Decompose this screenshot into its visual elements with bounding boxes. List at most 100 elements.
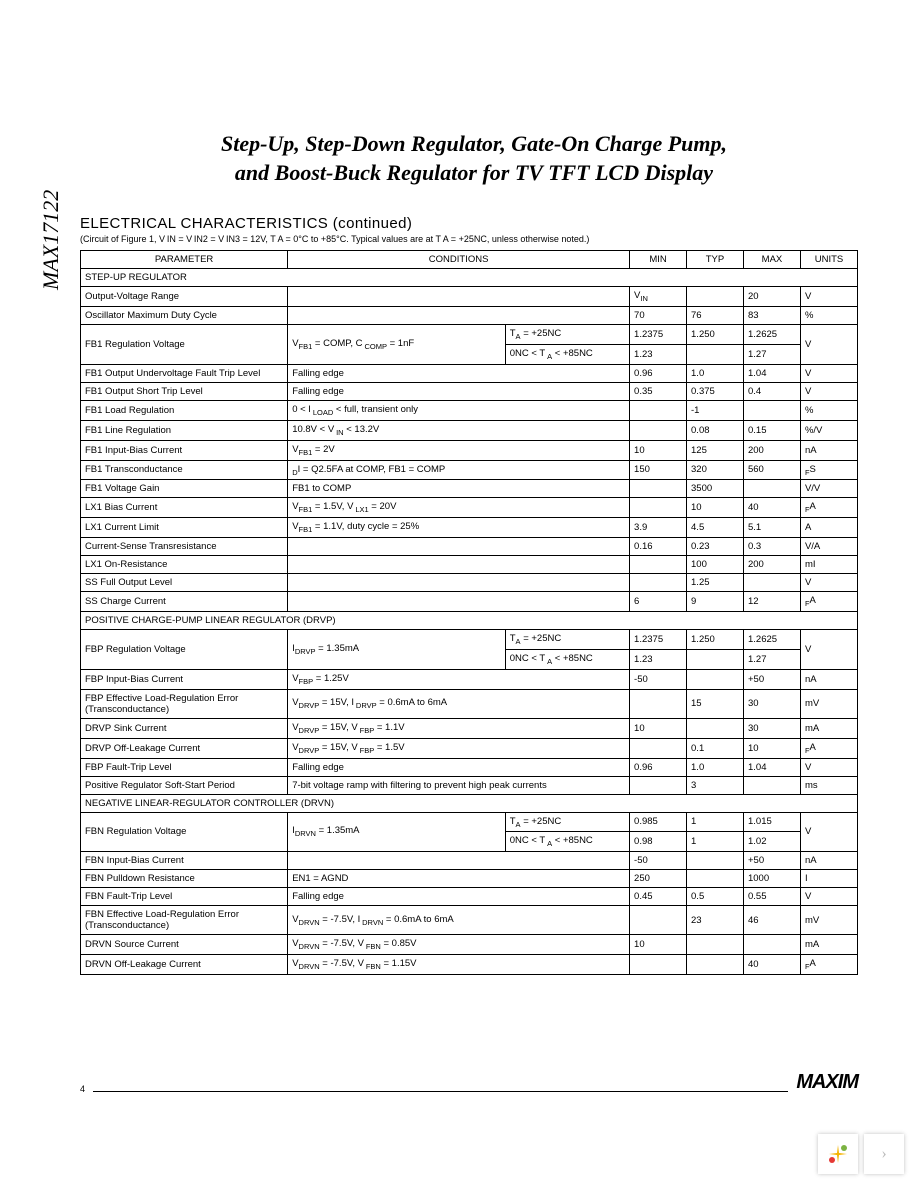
- cell-parameter: FB1 Line Regulation: [81, 420, 288, 440]
- title-line-2: and Boost-Buck Regulator for TV TFT LCD …: [235, 160, 713, 185]
- table-row: SS Full Output Level 1.25 V: [81, 574, 858, 592]
- cell-unit: nA: [800, 852, 857, 870]
- cell-min: 0.96: [630, 758, 687, 776]
- cell-max: [743, 400, 800, 420]
- cell-unit: V: [800, 888, 857, 906]
- cell-subcondition: TA = +25NC: [505, 630, 629, 650]
- section-title: ELECTRICAL CHARACTERISTICS (continued): [80, 215, 858, 232]
- cell-parameter: Output-Voltage Range: [81, 287, 288, 307]
- cell-min: -50: [630, 852, 687, 870]
- th-max: MAX: [743, 251, 800, 269]
- cell-condition: VDRVN = -7.5V, V FBN = 1.15V: [288, 955, 630, 975]
- cell-condition: VDRVN = -7.5V, V FBN = 0.85V: [288, 935, 630, 955]
- cell-typ: 0.375: [687, 382, 744, 400]
- table-row: FB1 Regulation VoltageVFB1 = COMP, C COM…: [81, 325, 858, 345]
- cell-parameter: LX1 Bias Current: [81, 498, 288, 518]
- cell-min: 0.985: [630, 812, 687, 832]
- cell-parameter: FB1 Regulation Voltage: [81, 325, 288, 365]
- section-note: (Circuit of Figure 1, V IN = V IN2 = V I…: [80, 234, 858, 244]
- table-row: FB1 Output Short Trip LevelFalling edge0…: [81, 382, 858, 400]
- next-arrow-button[interactable]: ›: [864, 1134, 904, 1174]
- table-row: FB1 Load Regulation0 < I LOAD < full, tr…: [81, 400, 858, 420]
- cell-unit: V: [800, 364, 857, 382]
- th-min: MIN: [630, 251, 687, 269]
- page-number: 4: [80, 1084, 85, 1094]
- cell-max: 1.04: [743, 364, 800, 382]
- cell-max: 1.2625: [743, 325, 800, 345]
- cell-unit: FA: [800, 738, 857, 758]
- cell-typ: 1.0: [687, 364, 744, 382]
- page-title: Step-Up, Step-Down Regulator, Gate-On Ch…: [90, 130, 858, 187]
- table-row: FB1 TransconductanceDI = Q2.5FA at COMP,…: [81, 460, 858, 480]
- table-row: FBN Fault-Trip LevelFalling edge0.450.50…: [81, 888, 858, 906]
- section-header-row: NEGATIVE LINEAR-REGULATOR CONTROLLER (DR…: [81, 794, 858, 812]
- cell-condition: VFB1 = 1.1V, duty cycle = 25%: [288, 518, 630, 538]
- cell-subcondition: 0NC < T A < +85NC: [505, 649, 629, 669]
- cell-unit: V: [800, 382, 857, 400]
- cell-unit: V/A: [800, 538, 857, 556]
- cell-typ: 1.25: [687, 574, 744, 592]
- cell-parameter: SS Charge Current: [81, 592, 288, 612]
- table-row: DRVP Sink CurrentVDRVP = 15V, V FBP = 1.…: [81, 718, 858, 738]
- cell-parameter: FB1 Output Undervoltage Fault Trip Level: [81, 364, 288, 382]
- cell-typ: [687, 852, 744, 870]
- cell-min: 0.98: [630, 832, 687, 852]
- cell-min: [630, 689, 687, 718]
- table-row: LX1 On-Resistance100200mI: [81, 556, 858, 574]
- cell-parameter: FB1 Voltage Gain: [81, 480, 288, 498]
- table-row: DRVN Off-Leakage CurrentVDRVN = -7.5V, V…: [81, 955, 858, 975]
- cell-typ: 0.08: [687, 420, 744, 440]
- section-header-row: POSITIVE CHARGE-PUMP LINEAR REGULATOR (D…: [81, 612, 858, 630]
- maxim-logo: MAXIM: [796, 1071, 858, 1094]
- table-header-row: PARAMETER CONDITIONS MIN TYP MAX UNITS: [81, 251, 858, 269]
- table-row: FBP Fault-Trip LevelFalling edge0.961.01…: [81, 758, 858, 776]
- brand-icon[interactable]: [818, 1134, 858, 1174]
- cell-typ: [687, 287, 744, 307]
- cell-unit: FA: [800, 498, 857, 518]
- cell-parameter: FBP Fault-Trip Level: [81, 758, 288, 776]
- cell-unit: mA: [800, 935, 857, 955]
- cell-typ: 1: [687, 832, 744, 852]
- cell-unit: V: [800, 758, 857, 776]
- cell-condition: [288, 538, 630, 556]
- cell-typ: [687, 669, 744, 689]
- cell-condition: [288, 556, 630, 574]
- cell-condition: [288, 287, 630, 307]
- table-row: FBP Effective Load-Regulation Error (Tra…: [81, 689, 858, 718]
- cell-min: 70: [630, 307, 687, 325]
- cell-parameter: FBN Pulldown Resistance: [81, 870, 288, 888]
- cell-min: 6: [630, 592, 687, 612]
- cell-condition: 7-bit voltage ramp with filtering to pre…: [288, 776, 630, 794]
- cell-typ: 100: [687, 556, 744, 574]
- cell-subcondition: 0NC < T A < +85NC: [505, 344, 629, 364]
- cell-condition: 10.8V < V IN < 13.2V: [288, 420, 630, 440]
- cell-max: 1.2625: [743, 630, 800, 650]
- cell-parameter: FBN Fault-Trip Level: [81, 888, 288, 906]
- cell-condition: [288, 592, 630, 612]
- cell-unit: %: [800, 307, 857, 325]
- th-units: UNITS: [800, 251, 857, 269]
- cell-unit: V: [800, 325, 857, 365]
- cell-max: [743, 574, 800, 592]
- title-line-1: Step-Up, Step-Down Regulator, Gate-On Ch…: [221, 131, 727, 156]
- cell-parameter: FB1 Transconductance: [81, 460, 288, 480]
- cell-min: 0.45: [630, 888, 687, 906]
- cell-max: 0.4: [743, 382, 800, 400]
- cell-parameter: FBN Input-Bias Current: [81, 852, 288, 870]
- cell-max: 30: [743, 718, 800, 738]
- cell-unit: V: [800, 574, 857, 592]
- table-row: Oscillator Maximum Duty Cycle707683%: [81, 307, 858, 325]
- cell-condition: VFB1 = COMP, C COMP = 1nF: [288, 325, 506, 365]
- table-row: Positive Regulator Soft-Start Period7-bi…: [81, 776, 858, 794]
- cell-parameter: SS Full Output Level: [81, 574, 288, 592]
- footer-rule: [93, 1091, 788, 1092]
- table-row: LX1 Current LimitVFB1 = 1.1V, duty cycle…: [81, 518, 858, 538]
- cell-typ: 76: [687, 307, 744, 325]
- cell-max: +50: [743, 852, 800, 870]
- cell-unit: V: [800, 287, 857, 307]
- cell-parameter: Oscillator Maximum Duty Cycle: [81, 307, 288, 325]
- table-row: FBP Input-Bias CurrentVFBP = 1.25V-50+50…: [81, 669, 858, 689]
- cell-parameter: FBP Input-Bias Current: [81, 669, 288, 689]
- cell-unit: V: [800, 812, 857, 852]
- table-row: FB1 Input-Bias CurrentVFB1 = 2V10125200n…: [81, 440, 858, 460]
